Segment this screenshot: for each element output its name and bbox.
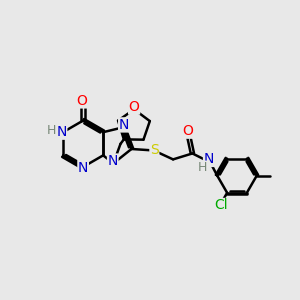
- Text: O: O: [129, 100, 140, 114]
- Text: N: N: [119, 118, 129, 132]
- Text: Cl: Cl: [214, 199, 228, 212]
- Text: N: N: [108, 154, 118, 168]
- Text: N: N: [56, 125, 67, 139]
- Text: O: O: [182, 124, 194, 138]
- Text: O: O: [76, 94, 87, 108]
- Text: N: N: [78, 160, 88, 175]
- Text: H: H: [198, 161, 208, 174]
- Text: S: S: [150, 143, 159, 157]
- Text: N: N: [204, 152, 214, 167]
- Text: H: H: [47, 124, 56, 137]
